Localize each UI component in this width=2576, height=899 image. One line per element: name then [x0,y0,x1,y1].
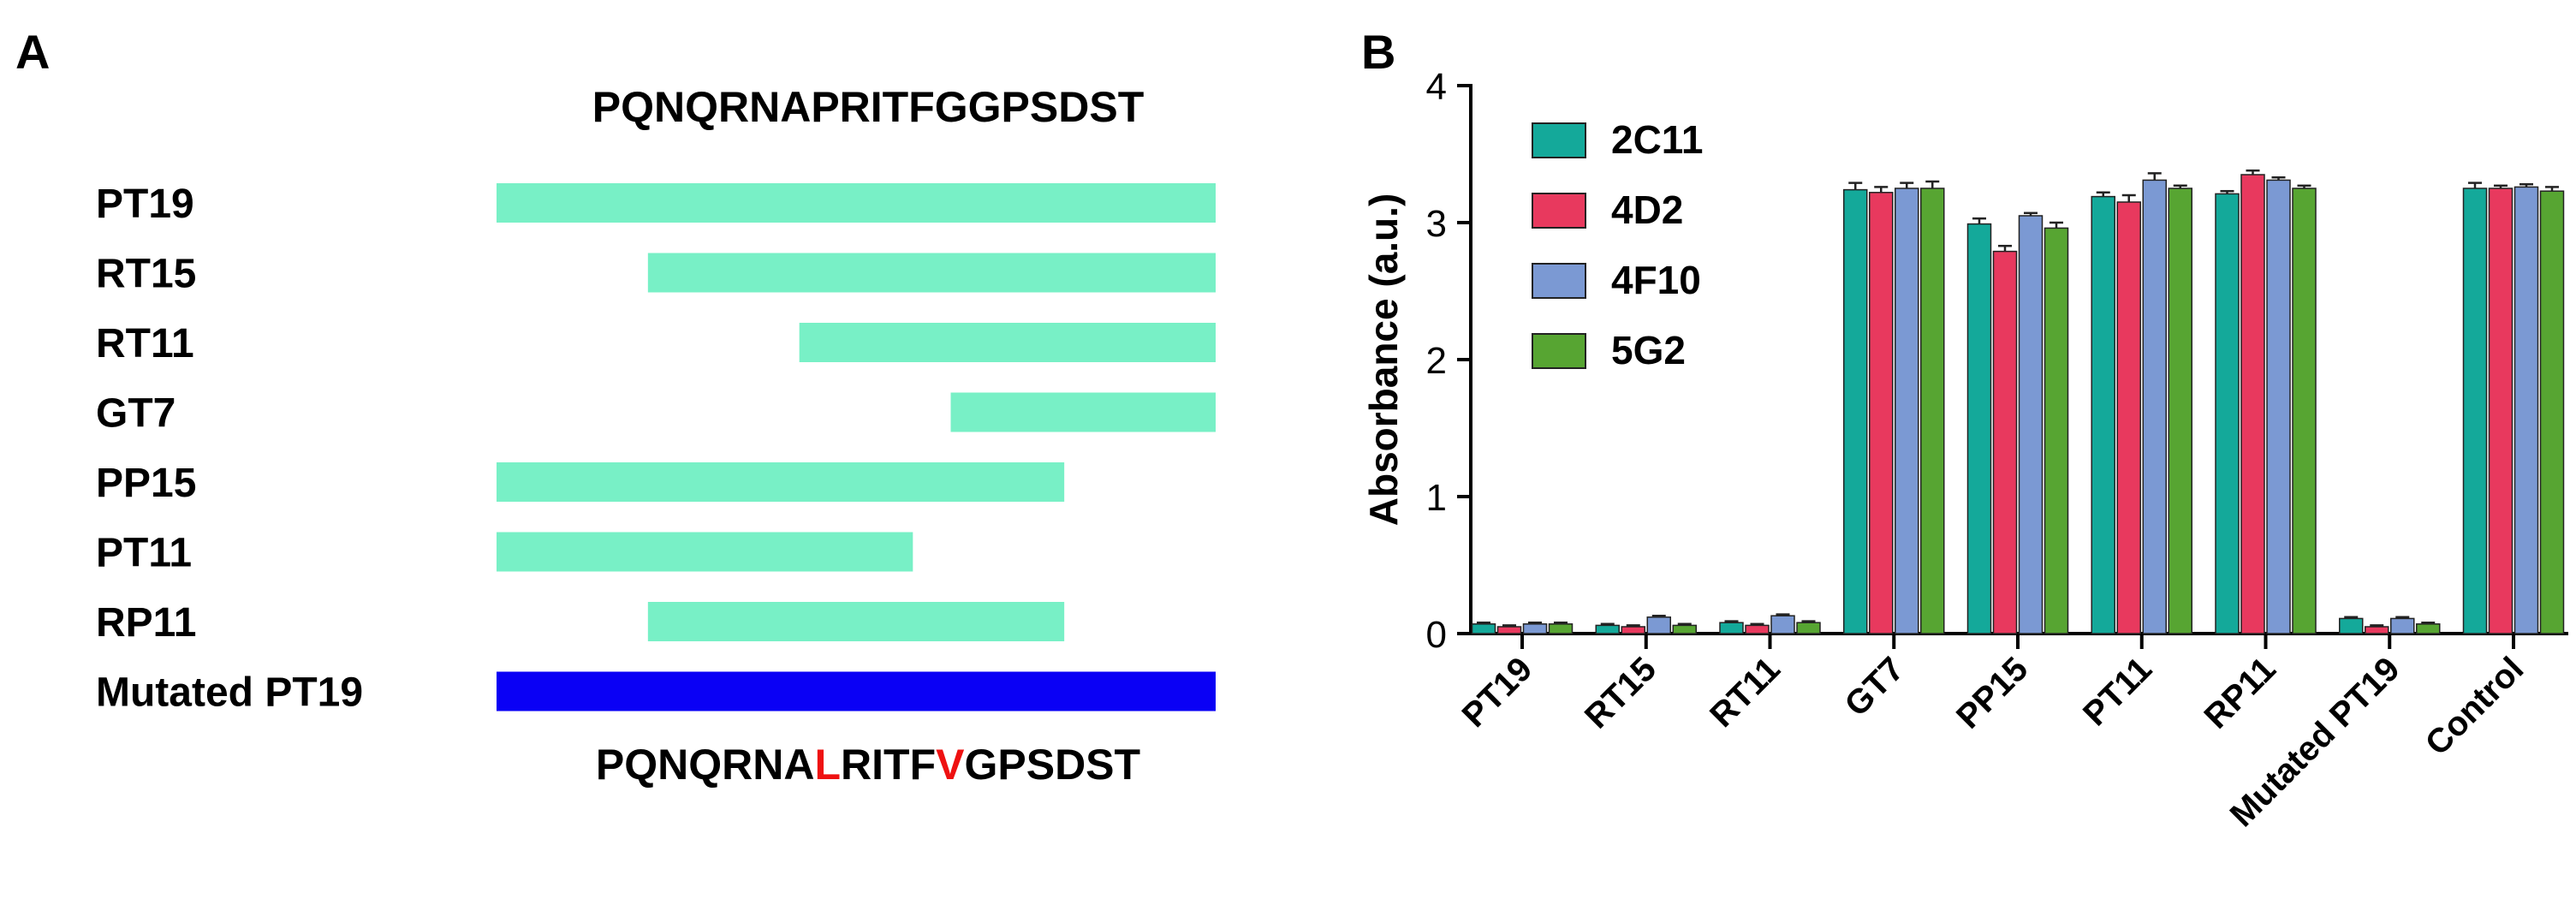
legend-label: 5G2 [1611,328,1686,372]
bar-2c11 [2091,195,2115,634]
y-tick-label: 0 [1426,614,1447,656]
bar-2c11 [1719,622,1744,634]
x-tick-label: PT11 [2076,650,2159,733]
bar-4f10 [2018,215,2044,634]
panel-a-label: A [15,25,50,79]
bar-2c11 [1966,223,1992,634]
bar-2c11 [2462,188,2488,634]
peptide-bar [497,183,1216,223]
bar-4d2 [1496,626,1522,634]
x-tick-label: RT15 [1578,650,1663,735]
x-tick-label: Control [2418,650,2531,763]
peptide-bar [799,323,1216,362]
panel-a: A PQNQRNAPRITFGGPSDST PT19 RT15 RT11 GT7 PP1… [15,25,1216,789]
bar-4d2 [1621,626,1645,634]
sequence-bottom: PQNQRNALRITFVGPSDST [596,741,1140,789]
bar-5g2 [2044,227,2069,634]
bar-4f10 [1646,616,1671,634]
legend-swatch [1532,333,1586,369]
bar-5g2 [2539,190,2565,634]
peptide-label: RP11 [96,600,196,646]
bar-5g2 [1672,624,1697,634]
sequence-segment: PQNQRNA [596,741,815,789]
peptide-label: GT7 [96,391,176,437]
bar-2c11 [1471,623,1496,634]
peptide-label: RT11 [96,321,194,366]
peptide-bar [647,602,1065,641]
bar-4f10 [1522,623,1548,634]
bar-4d2 [2240,174,2265,634]
peptide-bar [497,532,913,572]
legend-label: 4D2 [1611,188,1683,232]
bar-4d2 [1992,250,2018,634]
bar-5g2 [1796,622,1821,634]
bar-4f10 [2514,186,2539,634]
bar-4d2 [1745,624,1770,634]
peptide-label: PT19 [96,182,194,227]
peptide-bar [950,392,1216,432]
x-tick-label: PP15 [1949,650,2035,735]
x-tick-label: GT7 [1837,650,1911,723]
x-tick-label: RP11 [2198,650,2283,735]
bar-4f10 [2142,179,2167,634]
sequence-segment: RITF [841,741,936,789]
bar-4f10 [1895,188,1919,634]
legend-label: 2C11 [1611,117,1703,162]
y-axis-label: Absorbance (a.u.) [1361,193,1406,527]
bar-2c11 [2215,193,2240,634]
legend-swatch [1532,193,1586,229]
bar-5g2 [2168,188,2192,634]
sequence-segment: GPSDST [964,741,1140,789]
legend-swatch [1532,263,1586,299]
x-tick-label: RT11 [1703,650,1788,735]
y-tick-label: 3 [1426,203,1447,245]
peptide-label: RT15 [96,252,196,297]
bar-2c11 [2339,617,2364,634]
bar-4d2 [2488,188,2514,634]
mutated-residue: L [814,741,841,789]
peptide-label: PT11 [96,531,192,576]
bar-4f10 [2266,179,2291,634]
bar-5g2 [1920,188,1945,634]
legend-swatch [1532,122,1586,158]
bar-2c11 [1843,188,1868,634]
bar-chart: 0 1 2 3 4 Absorbance (a.u.) PT19 RT15 RT11 GT7 PP1… [1361,66,2568,834]
peptide-label: Mutated PT19 [96,670,363,716]
bar-4d2 [1869,192,1894,634]
bar-4f10 [2390,617,2415,634]
bar-4d2 [2365,626,2389,634]
panel-b-label: B [1361,25,1395,79]
peptide-bar [647,253,1216,293]
bar-5g2 [1548,623,1574,634]
bar-5g2 [2292,188,2317,634]
y-tick-label: 4 [1426,66,1447,108]
bar-4f10 [1770,615,1795,634]
bar-2c11 [1595,624,1620,634]
peptide-rows: PT19 RT15 RT11 GT7 PP15 PT11 RP11 Mutated PT19 [96,182,1216,716]
panel-b: B 0 1 2 3 4 Absorbance (a.u.) PT19 RT15 RT11 GT7 P… [1361,25,2568,834]
bar-4d2 [2116,201,2141,634]
bar-5g2 [2416,623,2441,634]
peptide-bar [497,462,1065,502]
peptide-bar [497,671,1216,711]
sequence-top: PQNQRNAPRITFGGPSDST [592,83,1144,131]
x-tick-label: PT19 [1455,650,1540,735]
y-tick-label: 2 [1426,340,1447,382]
legend-label: 4F10 [1611,258,1701,302]
y-tick-label: 1 [1426,477,1447,519]
peptide-label: PP15 [96,461,196,506]
mutated-residue: V [936,741,965,789]
